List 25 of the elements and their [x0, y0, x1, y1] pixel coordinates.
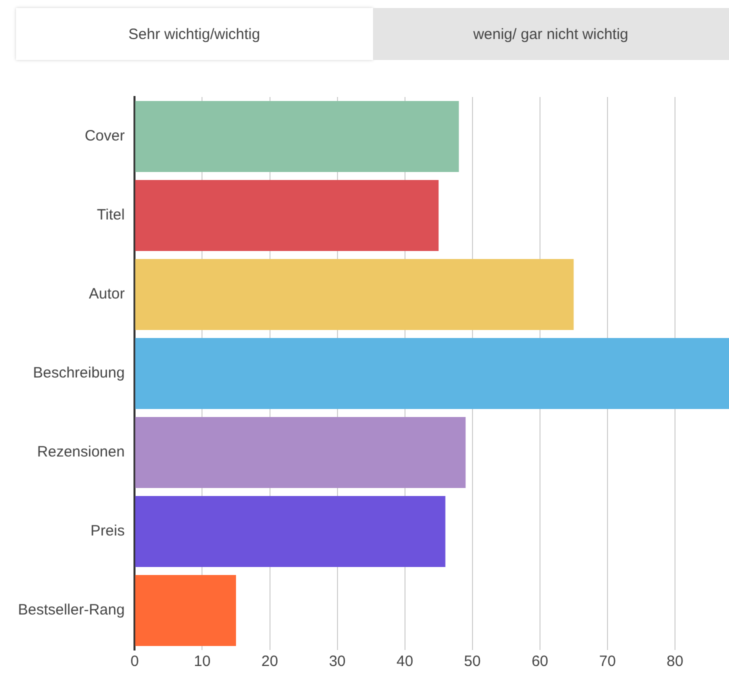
x-tick-label: 20: [261, 653, 278, 670]
x-tick-label: 10: [194, 653, 211, 670]
bar: [135, 258, 574, 330]
x-tick-label: 0: [130, 653, 139, 670]
y-tick-label: Beschreibung: [32, 364, 125, 382]
x-tick-label: 60: [532, 653, 548, 670]
x-tick-label: 80: [666, 653, 684, 670]
y-tick-label: Autor: [88, 286, 125, 303]
y-tick-label: Preis: [90, 522, 125, 540]
y-tick-label: Cover: [84, 128, 125, 145]
text: wenig/ gar nicht wichtig: [372, 8, 729, 60]
bar: [135, 496, 446, 568]
bar: [135, 100, 459, 172]
x-tick-label: 40: [396, 653, 414, 670]
x-tick-label: 70: [599, 653, 616, 670]
bar: [135, 416, 466, 488]
bar: [135, 338, 729, 410]
x-tick-label: 50: [464, 653, 481, 670]
bar: [135, 180, 439, 252]
y-tick-label: Titel: [96, 206, 125, 224]
x-tick-label: 30: [328, 653, 346, 670]
y-tick-label: Rezensionen: [37, 444, 125, 461]
y-tick-label: Bestseller-Rang: [18, 602, 125, 619]
bar: [135, 574, 236, 646]
text: Sehr wichtig/wichtig: [16, 8, 372, 60]
